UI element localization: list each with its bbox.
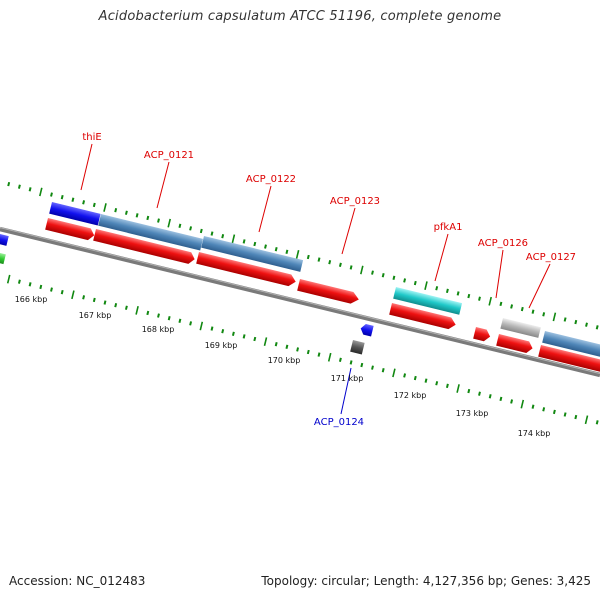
gene-label-pfkA1[interactable]: pfkA1 <box>434 222 463 233</box>
scale-label-169kbp: 169 kbp <box>205 341 238 350</box>
lower-track-major-tick <box>520 399 525 409</box>
gene-label-ACP_0126[interactable]: ACP_0126 <box>478 238 528 249</box>
upper-track-major-tick <box>295 250 300 259</box>
ACP_0126-feature[interactable] <box>500 318 541 338</box>
partial-green-feature[interactable] <box>0 251 6 265</box>
pfkA1-cds-arrow[interactable] <box>389 303 457 331</box>
ACP_0127-leader-line <box>528 263 551 309</box>
ACP_0124-leader-line <box>340 367 352 415</box>
scale-label-174kbp: 174 kbp <box>518 429 551 438</box>
upper-track-major-tick <box>488 296 492 306</box>
scale-label-168kbp: 168 kbp <box>142 325 175 334</box>
pfkA1-leader-line <box>434 233 449 282</box>
lower-track-major-tick <box>327 352 332 362</box>
lower-track-major-tick <box>392 368 396 378</box>
lower-track-major-tick <box>135 305 139 315</box>
lower-track-major-tick <box>71 290 75 300</box>
lower-tick-row <box>6 274 599 425</box>
ACP_0121-cds-arrow[interactable] <box>93 229 196 265</box>
upper-tick-row <box>7 181 599 330</box>
ACP_0122-leader-line <box>258 185 272 233</box>
upper-track-major-tick <box>231 234 236 244</box>
gene-label-ACP_0124[interactable]: ACP_0124 <box>314 417 364 428</box>
scale-label-166kbp: 166 kbp <box>15 295 48 304</box>
lower-track-major-tick <box>584 415 589 425</box>
ACP_0126-leader-line <box>495 249 504 299</box>
ACP_0127-feature[interactable] <box>542 331 600 360</box>
ACP_0121-feature[interactable] <box>98 214 204 251</box>
scale-label-173kbp: 173 kbp <box>456 409 489 418</box>
page-title: Acidobacterium capsulatum ATCC 51196, co… <box>98 9 502 24</box>
upper-track-major-tick <box>360 265 364 275</box>
lower-track-major-tick <box>456 384 460 393</box>
thiE-cds-arrow[interactable] <box>45 218 95 241</box>
upper-track-major-tick <box>103 203 107 212</box>
upper-track-major-tick <box>167 218 171 228</box>
thiE-leader-line <box>80 143 93 191</box>
ACP_0126-cds-arrow[interactable] <box>496 334 534 354</box>
genome-backbone-highlight <box>0 227 600 375</box>
scale-label-171kbp: 171 kbp <box>331 374 364 383</box>
accession-text: Accession: NC_012483 <box>9 574 146 588</box>
gene-label-ACP_0121[interactable]: ACP_0121 <box>144 150 194 161</box>
partial-blue-feature[interactable] <box>0 232 9 246</box>
gene-label-ACP_0127[interactable]: ACP_0127 <box>526 252 576 263</box>
genome-backbone <box>0 226 600 378</box>
thiE-feature[interactable] <box>49 202 101 226</box>
ACP_0121-leader-line <box>156 161 170 209</box>
ACP_0124-feature[interactable] <box>350 340 365 355</box>
ACP_0124-cds-arrow[interactable] <box>359 323 374 337</box>
pfkA1-feature[interactable] <box>393 287 463 315</box>
ACP_0127-cds-arrow[interactable] <box>538 345 600 374</box>
scale-label-172kbp: 172 kbp <box>394 391 427 400</box>
gene-label-ACP_0122[interactable]: ACP_0122 <box>246 174 296 185</box>
ACP_0122-feature[interactable] <box>201 236 304 272</box>
scale-label-170kbp: 170 kbp <box>268 356 301 365</box>
upper-track-major-tick <box>552 312 557 322</box>
ACP_0122-cds-arrow[interactable] <box>196 252 297 288</box>
ACP_0123-cds-arrow[interactable] <box>297 279 360 305</box>
ACP_0123-leader-line <box>341 207 356 255</box>
topology-summary: Topology: circular; Length: 4,127,356 bp… <box>261 574 591 588</box>
upper-track-major-tick <box>424 281 428 291</box>
lower-track-major-tick <box>6 274 11 284</box>
gene-label-ACP_0123[interactable]: ACP_0123 <box>330 196 380 207</box>
upper-track-major-tick <box>39 187 43 197</box>
gene-label-thiE[interactable]: thiE <box>82 132 101 143</box>
scale-label-167kbp: 167 kbp <box>79 311 112 320</box>
lower-track-major-tick <box>199 321 204 331</box>
small-cds-arrow[interactable] <box>473 327 491 342</box>
lower-track-major-tick <box>263 337 268 346</box>
